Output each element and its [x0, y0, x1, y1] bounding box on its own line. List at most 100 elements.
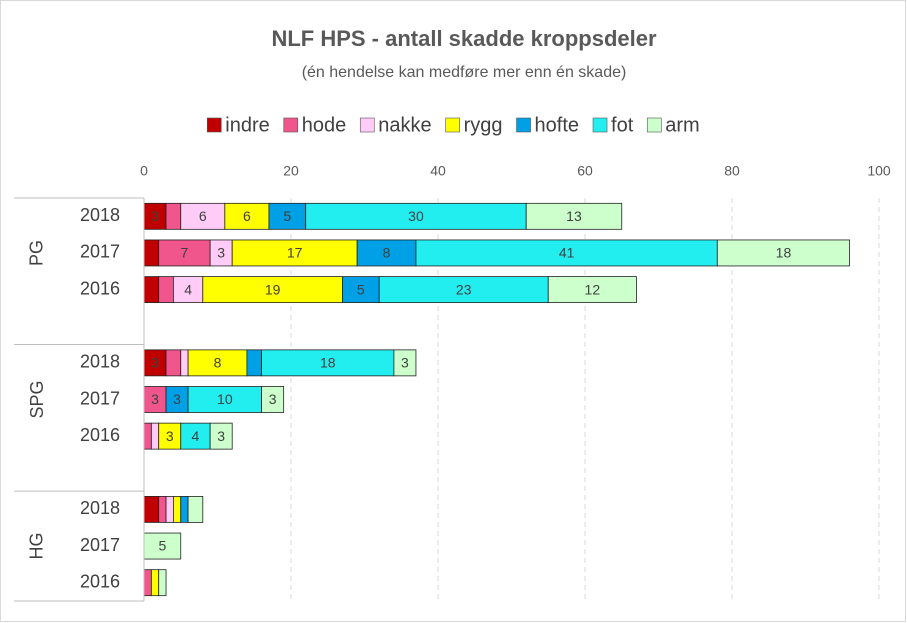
- data-label: 8: [383, 245, 391, 261]
- bar-segment: [165, 202, 182, 230]
- data-label: 30: [408, 208, 424, 224]
- data-label: 18: [776, 245, 792, 261]
- legend-swatch: [646, 117, 662, 133]
- group-label: PG: [27, 240, 47, 266]
- bar-segment: [180, 422, 211, 450]
- bar-segment: [150, 569, 160, 597]
- y-tick-label: 2018: [80, 498, 120, 518]
- y-tick-label: 2016: [80, 278, 120, 298]
- bar-segment: [180, 496, 189, 523]
- bar-segment: [172, 276, 204, 303]
- bar-segment: [231, 239, 358, 267]
- bar-segment: [209, 422, 233, 450]
- bar-segment: [261, 349, 395, 377]
- data-label: 19: [265, 281, 281, 297]
- legend-label: indre: [225, 114, 269, 136]
- data-label: 3: [151, 355, 159, 371]
- bar-segment: [716, 239, 850, 267]
- x-tick-label: 80: [724, 163, 740, 179]
- data-label: 4: [192, 428, 200, 444]
- data-label: 12: [585, 281, 601, 297]
- legend-label: rygg: [464, 114, 503, 136]
- data-label: 4: [184, 281, 192, 297]
- y-tick-label: 2017: [80, 388, 120, 408]
- legend-swatch: [516, 117, 531, 133]
- data-label: 5: [158, 538, 166, 554]
- legend-label: fot: [611, 114, 634, 136]
- bar-segment: [180, 349, 189, 377]
- bar-segment: [393, 349, 417, 377]
- x-tick-label: 20: [283, 163, 299, 179]
- data-label: 3: [217, 245, 225, 261]
- legend-label: hofte: [535, 114, 579, 136]
- bar-segment: [158, 496, 167, 523]
- legend-label: hode: [302, 114, 347, 136]
- legend-swatch: [206, 117, 222, 133]
- data-label: 3: [151, 391, 159, 407]
- data-label: 5: [357, 281, 365, 297]
- bar-segment: [172, 496, 182, 523]
- data-label: 10: [217, 391, 233, 407]
- bar-segment: [158, 239, 211, 267]
- data-label: 13: [566, 208, 582, 224]
- data-label: 18: [320, 355, 336, 371]
- data-label: 3: [217, 428, 225, 444]
- y-tick-label: 2017: [80, 535, 120, 555]
- bar-segment: [261, 386, 285, 413]
- data-label: 3: [166, 428, 174, 444]
- bar-segment: [180, 202, 226, 230]
- bar-segment: [187, 349, 248, 377]
- chart-subtitle: (én hendelse kan medføre mer enn én skad…: [302, 64, 627, 81]
- bar-segment: [158, 569, 167, 597]
- chart-title: NLF HPS - antall skadde kroppsdeler: [271, 26, 657, 51]
- bar-segment: [143, 239, 160, 267]
- bar-segment: [525, 202, 623, 230]
- y-tick-label: 2016: [80, 571, 120, 591]
- bar-segment: [143, 422, 152, 450]
- bar-segment: [224, 202, 270, 230]
- bar-segment: [202, 276, 343, 303]
- data-label: 8: [214, 355, 222, 371]
- bar-segment: [187, 496, 204, 523]
- data-label: 3: [151, 208, 159, 224]
- bar-segment: [415, 239, 718, 267]
- data-label: 3: [173, 391, 181, 407]
- data-label: 3: [401, 355, 409, 371]
- y-tick-label: 2016: [80, 425, 120, 445]
- bar-segment: [143, 569, 152, 597]
- data-label: 5: [283, 208, 291, 224]
- legend-swatch: [445, 117, 460, 133]
- legend-label: nakke: [378, 114, 431, 136]
- group-label: HG: [27, 533, 47, 560]
- bar-segment: [143, 532, 182, 560]
- y-tick-label: 2017: [80, 242, 120, 262]
- bar-segment: [187, 386, 263, 413]
- bar-segment: [150, 422, 160, 450]
- bar-segment: [143, 276, 160, 303]
- bar-segment: [165, 349, 182, 377]
- data-label: 23: [456, 281, 472, 297]
- bar-segment: [342, 276, 380, 303]
- data-label: 7: [181, 245, 189, 261]
- bar-segment: [378, 276, 549, 303]
- data-label: 6: [243, 208, 251, 224]
- bar-segment: [165, 496, 174, 523]
- bar-segment: [158, 276, 174, 303]
- x-tick-label: 60: [577, 163, 593, 179]
- data-label: 41: [559, 245, 575, 261]
- bar-segment: [246, 349, 262, 377]
- bar-segment: [143, 496, 160, 523]
- x-tick-label: 100: [867, 163, 891, 179]
- data-label: 6: [199, 208, 207, 224]
- y-tick-label: 2018: [80, 205, 120, 225]
- bar-segment: [547, 276, 637, 303]
- group-label: SPG: [27, 380, 47, 418]
- data-label: 3: [269, 391, 277, 407]
- legend-swatch: [592, 117, 608, 133]
- legend-swatch: [359, 117, 375, 133]
- legend-swatch: [283, 117, 299, 133]
- x-tick-label: 0: [140, 163, 148, 179]
- y-tick-label: 2018: [80, 352, 120, 372]
